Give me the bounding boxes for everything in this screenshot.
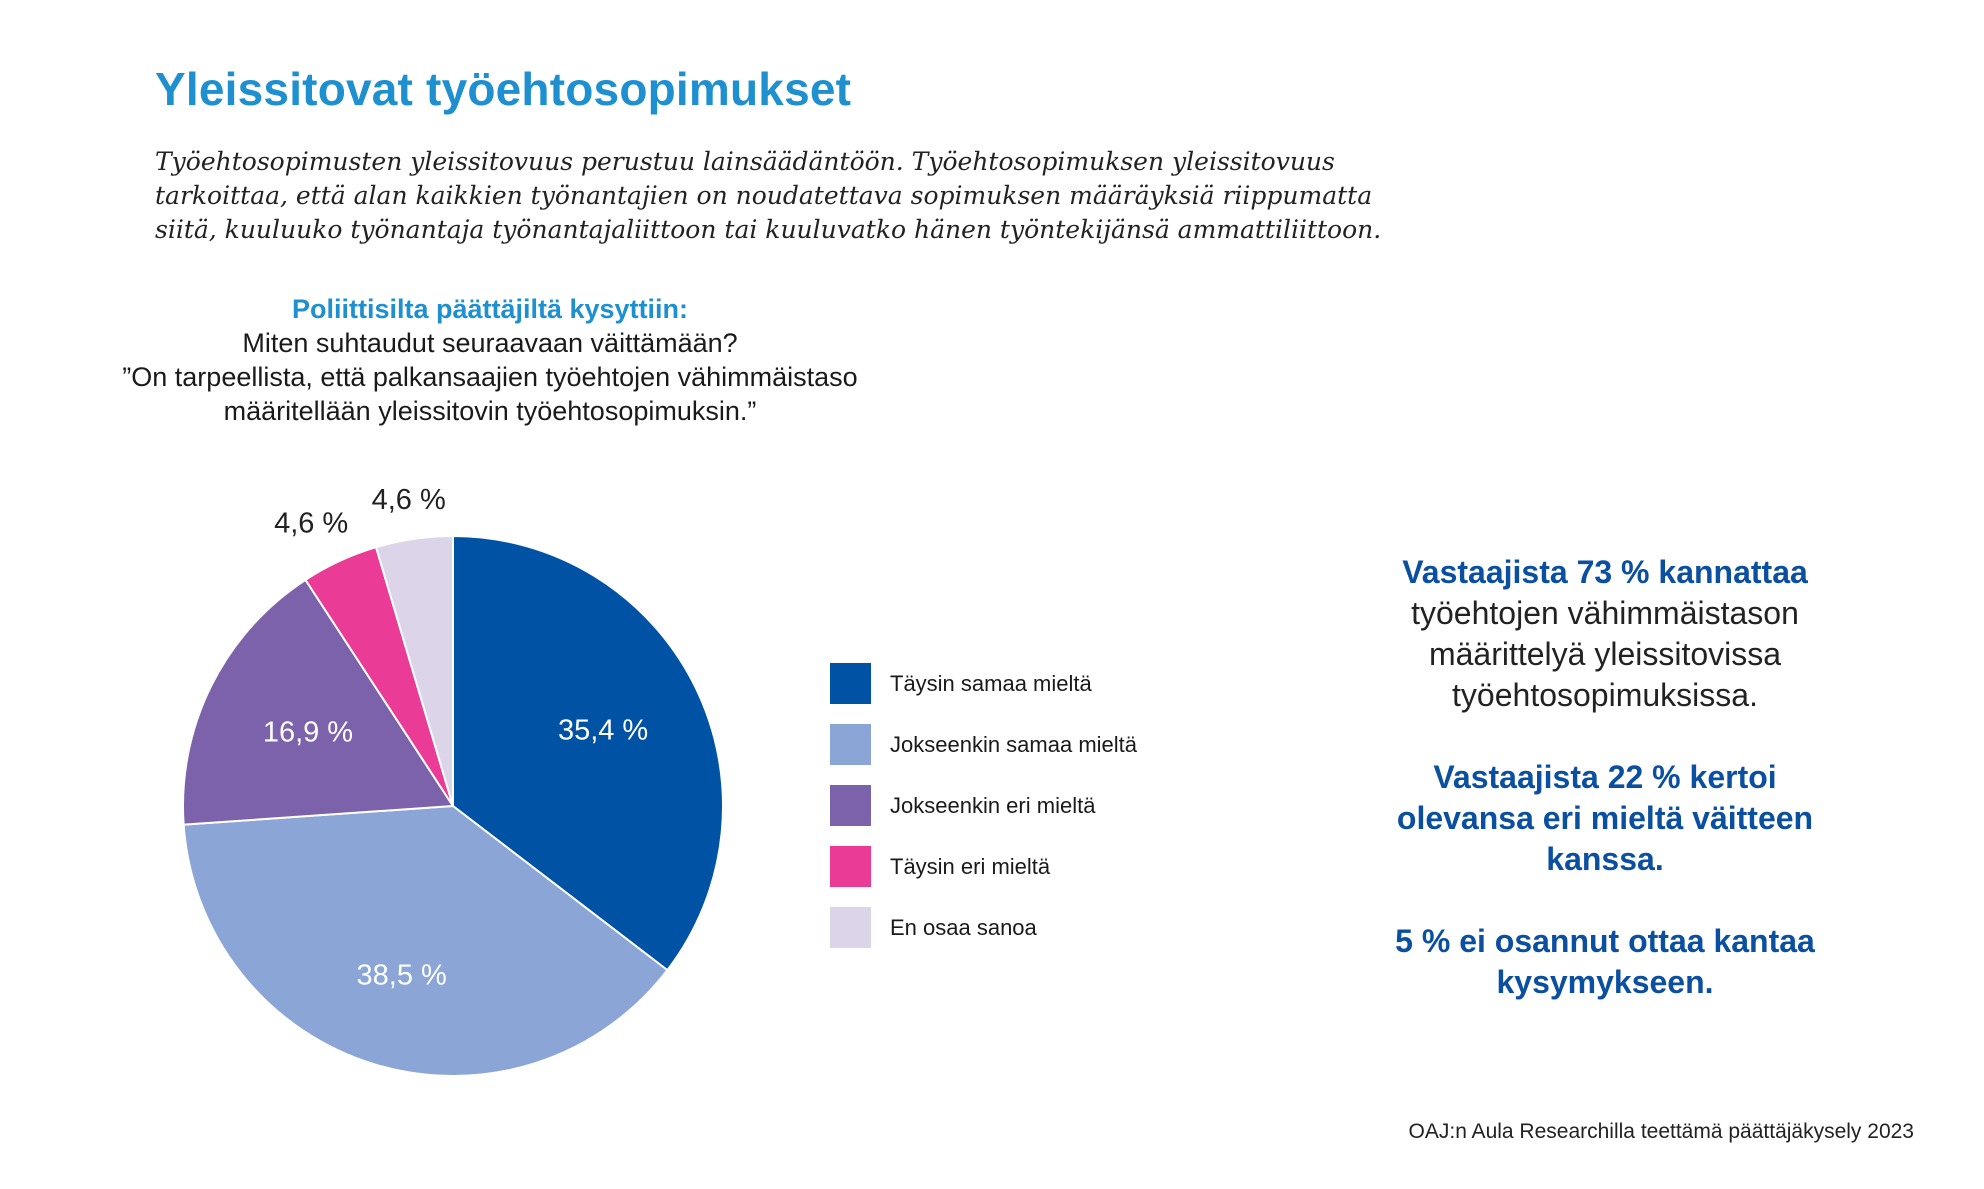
legend-swatch bbox=[830, 907, 871, 948]
summary-text: Vastaajista 73 % kannattaa työehtojen vä… bbox=[1340, 552, 1870, 1044]
intro-line: tarkoittaa, että alan kaikkien työnantaj… bbox=[155, 181, 1373, 210]
legend-label: Täysin samaa mieltä bbox=[890, 670, 1092, 696]
summary-highlight: Vastaajista 73 % kannattaa bbox=[1402, 554, 1808, 590]
survey-question: Poliittisilta päättäjiltä kysyttiin: Mit… bbox=[40, 292, 940, 428]
question-line: Miten suhtaudut seuraavaan väittämään? bbox=[242, 328, 738, 358]
legend-swatch bbox=[830, 663, 871, 704]
summary-line: työehtojen vähimmäistason bbox=[1411, 595, 1799, 631]
summary-highlight: kysymykseen. bbox=[1496, 964, 1714, 1000]
legend-label: Täysin eri mieltä bbox=[890, 853, 1051, 879]
legend-swatch bbox=[830, 785, 871, 826]
legend-label: Jokseenkin samaa mieltä bbox=[890, 731, 1138, 757]
pie-slice bbox=[452, 534, 724, 972]
summary-highlight: kanssa. bbox=[1546, 841, 1664, 877]
legend-item: Täysin samaa mieltä bbox=[830, 663, 1137, 704]
pie-slice bbox=[374, 534, 454, 807]
slice-label: 4,6 % bbox=[274, 508, 348, 540]
page-title: Yleissitovat työehtosopimukset bbox=[155, 63, 852, 115]
summary-highlight: 5 % ei osannut ottaa kantaa bbox=[1395, 923, 1815, 959]
legend-item: Jokseenkin samaa mieltä bbox=[830, 724, 1137, 765]
question-line: ”On tarpeellista, että palkansaajien työ… bbox=[122, 362, 858, 392]
source-note: OAJ:n Aula Researchilla teettämä päättäj… bbox=[1408, 1120, 1914, 1143]
summary-block-unsure: 5 % ei osannut ottaa kantaa kysymykseen. bbox=[1340, 921, 1870, 1003]
summary-block-disagree: Vastaajista 22 % kertoi olevansa eri mie… bbox=[1340, 757, 1870, 880]
summary-line: työehtosopimuksissa. bbox=[1452, 677, 1758, 713]
summary-highlight: olevansa eri mieltä väitteen bbox=[1396, 800, 1814, 836]
legend-item: Täysin eri mieltä bbox=[830, 846, 1137, 887]
slice-label: 4,6 % bbox=[372, 484, 446, 516]
slice-label: 35,4 % bbox=[558, 715, 648, 747]
legend-label: Jokseenkin eri mieltä bbox=[890, 792, 1096, 818]
intro-line: siitä, kuuluuko työnantaja työnantajalii… bbox=[155, 215, 1382, 244]
legend-item: Jokseenkin eri mieltä bbox=[830, 785, 1137, 826]
pie-slice bbox=[182, 578, 455, 826]
slice-label: 38,5 % bbox=[357, 959, 447, 991]
legend-item: En osaa sanoa bbox=[830, 907, 1137, 948]
legend-swatch bbox=[830, 846, 871, 887]
legend-label: En osaa sanoa bbox=[890, 914, 1037, 940]
question-heading: Poliittisilta päättäjiltä kysyttiin: bbox=[291, 294, 689, 324]
pie-slice bbox=[182, 804, 669, 1077]
intro-text: Työehtosopimusten yleissitovuus perustuu… bbox=[155, 145, 1485, 247]
summary-line: määrittelyä yleissitovissa bbox=[1428, 636, 1782, 672]
summary-block-support: Vastaajista 73 % kannattaa työehtojen vä… bbox=[1340, 552, 1870, 716]
summary-highlight: Vastaajista 22 % kertoi bbox=[1433, 759, 1777, 795]
chart-legend: Täysin samaa mieltä Jokseenkin samaa miel… bbox=[830, 663, 1137, 968]
legend-swatch bbox=[830, 724, 871, 765]
intro-line: Työehtosopimusten yleissitovuus perustuu… bbox=[155, 147, 1335, 176]
question-line: määritellään yleissitovin työehtosopimuk… bbox=[223, 396, 757, 426]
slice-label: 16,9 % bbox=[263, 716, 353, 748]
